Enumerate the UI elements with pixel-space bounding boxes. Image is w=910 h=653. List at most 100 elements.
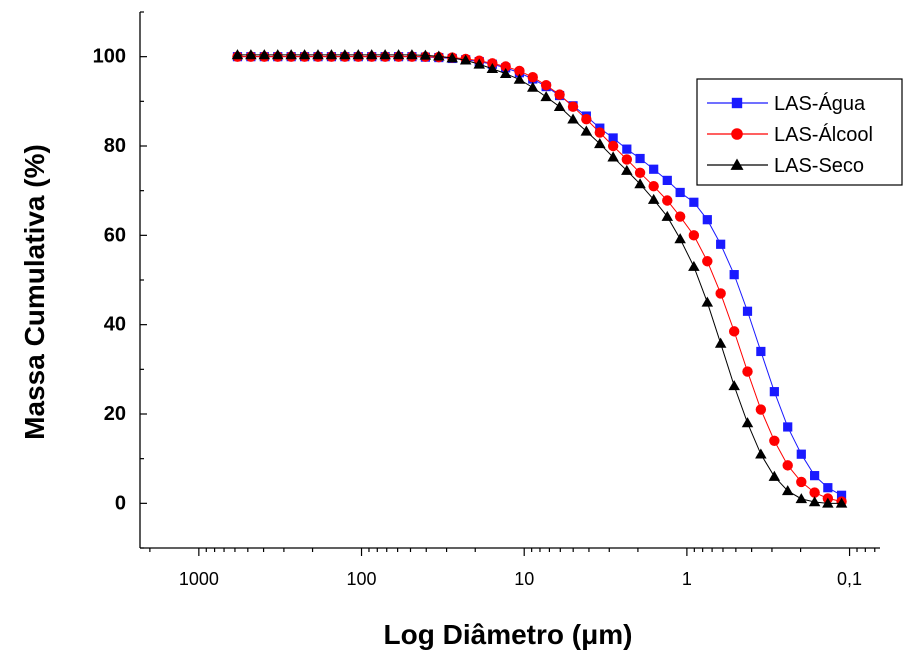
data-point bbox=[675, 187, 685, 198]
data-point bbox=[661, 210, 674, 221]
data-point bbox=[514, 65, 525, 77]
data-point bbox=[741, 417, 754, 428]
data-point bbox=[810, 471, 820, 481]
data-point bbox=[379, 49, 391, 60]
data-point bbox=[689, 197, 699, 207]
data-point bbox=[594, 127, 606, 138]
data-point bbox=[581, 114, 592, 125]
data-point bbox=[674, 211, 686, 222]
y-axis-ticks: 0 20 40 60 80 100 bbox=[93, 11, 147, 549]
series-line bbox=[237, 54, 842, 504]
series-triangle bbox=[231, 49, 848, 508]
data-point bbox=[662, 195, 673, 206]
data-point bbox=[769, 387, 779, 397]
legend-marker bbox=[731, 128, 743, 140]
data-point bbox=[835, 497, 848, 508]
data-point bbox=[809, 487, 820, 498]
data-point bbox=[769, 435, 780, 446]
data-point bbox=[782, 460, 793, 471]
data-point bbox=[702, 215, 712, 225]
y-tick-label: 0 bbox=[115, 492, 126, 514]
data-point bbox=[647, 193, 660, 204]
data-point bbox=[513, 73, 526, 84]
data-point bbox=[621, 164, 633, 175]
data-point bbox=[567, 113, 579, 124]
data-point bbox=[728, 380, 740, 391]
series-line bbox=[237, 56, 842, 503]
data-point bbox=[836, 490, 847, 500]
legend: LAS-Água LAS-Álcool LAS-Seco bbox=[696, 78, 903, 186]
data-point bbox=[553, 100, 566, 112]
data-point bbox=[499, 67, 512, 78]
x-tick-label: 100 bbox=[347, 569, 377, 589]
data-point bbox=[768, 470, 781, 481]
data-point bbox=[607, 151, 619, 162]
legend-box bbox=[696, 78, 903, 186]
data-point bbox=[622, 144, 632, 154]
data-point bbox=[500, 61, 511, 72]
data-point bbox=[594, 138, 606, 149]
x-tick-label: 1000 bbox=[179, 569, 219, 589]
data-point bbox=[755, 404, 767, 415]
data-point bbox=[755, 448, 767, 459]
data-point bbox=[716, 239, 726, 249]
legend-marker bbox=[731, 97, 743, 109]
x-tick-label: 10 bbox=[514, 569, 534, 589]
data-point bbox=[607, 140, 619, 152]
data-point bbox=[325, 49, 338, 60]
data-point bbox=[714, 337, 727, 348]
data-point bbox=[258, 49, 271, 60]
data-point bbox=[808, 496, 821, 507]
data-point bbox=[702, 256, 713, 267]
data-point bbox=[634, 167, 646, 178]
data-point bbox=[554, 89, 565, 100]
data-point bbox=[567, 101, 579, 112]
data-point bbox=[822, 497, 834, 508]
data-point bbox=[648, 181, 659, 192]
y-tick-label: 20 bbox=[104, 403, 126, 425]
data-point bbox=[271, 49, 284, 60]
series-layer bbox=[231, 49, 848, 508]
legend-item: LAS-Seco bbox=[707, 155, 864, 177]
data-point bbox=[715, 288, 726, 299]
data-point bbox=[688, 230, 700, 241]
data-point bbox=[795, 493, 808, 504]
data-point bbox=[608, 133, 618, 143]
y-axis-title: Massa Cumulativa (%) bbox=[19, 144, 50, 440]
x-tick-label: 1 bbox=[682, 569, 692, 589]
x-tick-label: 0,1 bbox=[837, 569, 862, 589]
data-point bbox=[580, 125, 593, 136]
data-point bbox=[392, 49, 405, 60]
x-axis-ticks: 1000 100 10 1 0,1 bbox=[149, 548, 876, 589]
data-point bbox=[540, 80, 552, 91]
data-point bbox=[701, 296, 714, 307]
data-point bbox=[339, 49, 351, 60]
legend-item: LAS-Álcool bbox=[707, 123, 873, 146]
data-point bbox=[796, 449, 806, 459]
data-point bbox=[634, 178, 646, 189]
data-point bbox=[742, 306, 753, 316]
data-point bbox=[231, 49, 244, 60]
data-point bbox=[486, 62, 499, 74]
data-point bbox=[285, 49, 297, 60]
legend-label: LAS-Álcool bbox=[774, 123, 873, 146]
data-point bbox=[433, 50, 445, 61]
data-point bbox=[728, 326, 740, 337]
y-tick-label: 100 bbox=[93, 46, 126, 68]
data-point bbox=[742, 366, 753, 377]
data-point bbox=[649, 164, 659, 174]
legend-label: LAS-Água bbox=[774, 92, 866, 115]
data-point bbox=[635, 153, 645, 164]
data-point bbox=[796, 476, 807, 488]
data-point bbox=[245, 49, 257, 60]
data-point bbox=[540, 91, 552, 102]
data-point bbox=[674, 233, 686, 244]
legend-marker bbox=[730, 158, 744, 170]
data-point bbox=[823, 483, 833, 493]
y-tick-label: 80 bbox=[104, 135, 126, 157]
data-point bbox=[473, 58, 485, 69]
data-point bbox=[419, 49, 432, 60]
data-point bbox=[312, 49, 324, 60]
data-point bbox=[781, 485, 794, 496]
y-tick-label: 60 bbox=[104, 224, 126, 246]
